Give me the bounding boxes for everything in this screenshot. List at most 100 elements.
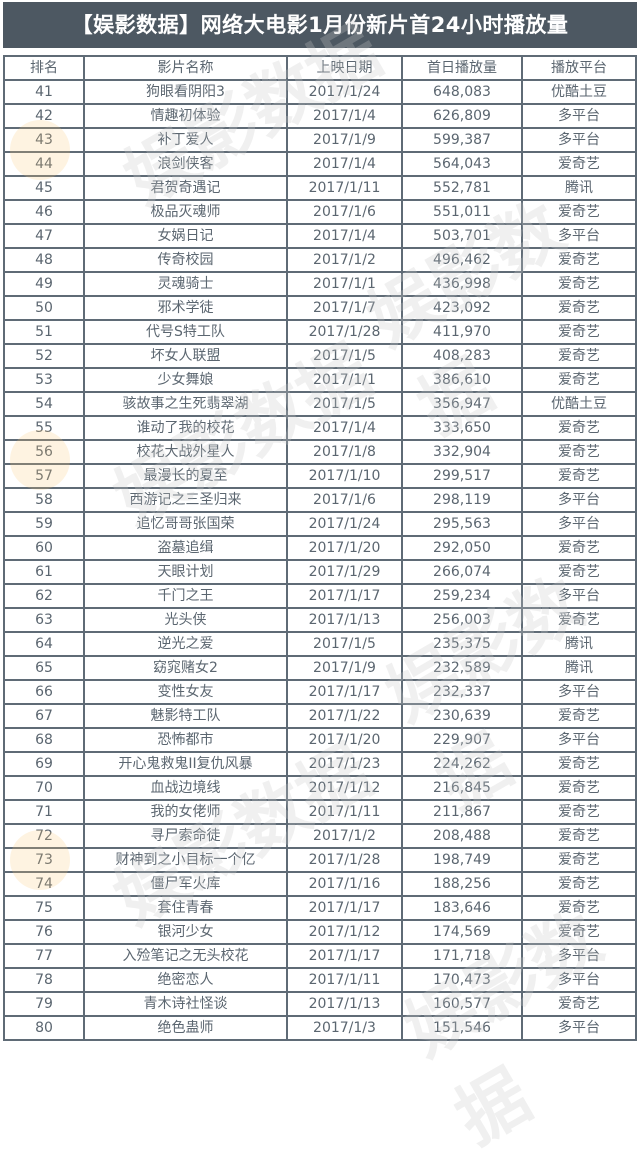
cell-platform: 爱奇艺 bbox=[521, 871, 637, 897]
cell-title: 银河少女 bbox=[83, 919, 288, 945]
cell-platform: 爱奇艺 bbox=[521, 535, 637, 561]
cell-title: 骇故事之生死翡翠湖 bbox=[83, 391, 288, 417]
cell-plays: 599,387 bbox=[401, 127, 523, 153]
header-plays: 首日播放量 bbox=[401, 55, 523, 81]
cell-plays: 411,970 bbox=[401, 319, 523, 345]
cell-platform: 爱奇艺 bbox=[521, 559, 637, 585]
cell-plays: 333,650 bbox=[401, 415, 523, 441]
cell-rank: 43 bbox=[3, 127, 85, 153]
table-row: 58 西游记之三圣归来 2017/1/6 298,119 多平台 bbox=[3, 487, 637, 513]
cell-date: 2017/1/13 bbox=[286, 607, 403, 633]
cell-plays: 256,003 bbox=[401, 607, 523, 633]
cell-date: 2017/1/1 bbox=[286, 271, 403, 297]
cell-rank: 74 bbox=[3, 871, 85, 897]
cell-title: 传奇校园 bbox=[83, 247, 288, 273]
cell-date: 2017/1/5 bbox=[286, 391, 403, 417]
cell-title: 西游记之三圣归来 bbox=[83, 487, 288, 513]
cell-platform: 爱奇艺 bbox=[521, 919, 637, 945]
cell-platform: 优酷土豆 bbox=[521, 79, 637, 105]
cell-date: 2017/1/4 bbox=[286, 415, 403, 441]
table-row: 76 银河少女 2017/1/12 174,569 爱奇艺 bbox=[3, 919, 637, 945]
table-header-row: 排名 影片名称 上映日期 首日播放量 播放平台 bbox=[3, 55, 637, 81]
cell-rank: 65 bbox=[3, 655, 85, 681]
cell-title: 魅影特工队 bbox=[83, 703, 288, 729]
table-row: 57 最漫长的夏至 2017/1/10 299,517 爱奇艺 bbox=[3, 463, 637, 489]
cell-date: 2017/1/12 bbox=[286, 919, 403, 945]
table-row: 51 代号S特工队 2017/1/28 411,970 爱奇艺 bbox=[3, 319, 637, 345]
cell-plays: 356,947 bbox=[401, 391, 523, 417]
cell-date: 2017/1/5 bbox=[286, 343, 403, 369]
cell-plays: 183,646 bbox=[401, 895, 523, 921]
cell-rank: 69 bbox=[3, 751, 85, 777]
table-row: 52 坏女人联盟 2017/1/5 408,283 爱奇艺 bbox=[3, 343, 637, 369]
cell-plays: 230,639 bbox=[401, 703, 523, 729]
table-row: 60 盗墓追缉 2017/1/20 292,050 爱奇艺 bbox=[3, 535, 637, 561]
cell-rank: 75 bbox=[3, 895, 85, 921]
cell-rank: 58 bbox=[3, 487, 85, 513]
cell-date: 2017/1/11 bbox=[286, 175, 403, 201]
cell-date: 2017/1/2 bbox=[286, 247, 403, 273]
table-row: 42 情趣初体验 2017/1/4 626,809 多平台 bbox=[3, 103, 637, 129]
cell-plays: 332,904 bbox=[401, 439, 523, 465]
cell-title: 盗墓追缉 bbox=[83, 535, 288, 561]
cell-rank: 41 bbox=[3, 79, 85, 105]
cell-platform: 优酷土豆 bbox=[521, 391, 637, 417]
cell-plays: 299,517 bbox=[401, 463, 523, 489]
ranking-table: 排名 影片名称 上映日期 首日播放量 播放平台 41 狗眼看阴阳3 2017/1/2… bbox=[3, 55, 637, 1041]
table-row: 79 青木诗社怪谈 2017/1/13 160,577 爱奇艺 bbox=[3, 991, 637, 1017]
cell-platform: 爱奇艺 bbox=[521, 751, 637, 777]
cell-platform: 多平台 bbox=[521, 583, 637, 609]
cell-date: 2017/1/5 bbox=[286, 631, 403, 657]
cell-rank: 68 bbox=[3, 727, 85, 753]
cell-platform: 爱奇艺 bbox=[521, 463, 637, 489]
cell-platform: 腾讯 bbox=[521, 631, 637, 657]
page-title: 【娱影数据】网络大电影1月份新片首24小时播放量 bbox=[3, 2, 637, 48]
cell-platform: 爱奇艺 bbox=[521, 703, 637, 729]
cell-rank: 47 bbox=[3, 223, 85, 249]
cell-platform: 多平台 bbox=[521, 727, 637, 753]
cell-date: 2017/1/4 bbox=[286, 223, 403, 249]
cell-platform: 爱奇艺 bbox=[521, 271, 637, 297]
cell-title: 千门之王 bbox=[83, 583, 288, 609]
cell-rank: 53 bbox=[3, 367, 85, 393]
cell-platform: 多平台 bbox=[521, 679, 637, 705]
cell-date: 2017/1/17 bbox=[286, 943, 403, 969]
cell-platform: 多平台 bbox=[521, 103, 637, 129]
cell-title: 财神到之小目标一个亿 bbox=[83, 847, 288, 873]
cell-title: 变性女友 bbox=[83, 679, 288, 705]
cell-platform: 多平台 bbox=[521, 127, 637, 153]
cell-title: 邪术学徒 bbox=[83, 295, 288, 321]
cell-platform: 爱奇艺 bbox=[521, 151, 637, 177]
cell-date: 2017/1/4 bbox=[286, 103, 403, 129]
cell-plays: 295,563 bbox=[401, 511, 523, 537]
cell-plays: 232,589 bbox=[401, 655, 523, 681]
table-row: 44 浪剑侠客 2017/1/4 564,043 爱奇艺 bbox=[3, 151, 637, 177]
cell-title: 代号S特工队 bbox=[83, 319, 288, 345]
cell-platform: 爱奇艺 bbox=[521, 343, 637, 369]
table-row: 68 恐怖都市 2017/1/20 229,907 多平台 bbox=[3, 727, 637, 753]
cell-plays: 552,781 bbox=[401, 175, 523, 201]
table-row: 69 开心鬼救鬼II复仇风暴 2017/1/23 224,262 爱奇艺 bbox=[3, 751, 637, 777]
cell-title: 僵尸军火库 bbox=[83, 871, 288, 897]
cell-platform: 多平台 bbox=[521, 967, 637, 993]
cell-date: 2017/1/28 bbox=[286, 319, 403, 345]
table-row: 54 骇故事之生死翡翠湖 2017/1/5 356,947 优酷土豆 bbox=[3, 391, 637, 417]
cell-date: 2017/1/24 bbox=[286, 511, 403, 537]
cell-platform: 爱奇艺 bbox=[521, 991, 637, 1017]
table-row: 80 绝色蛊师 2017/1/3 151,546 多平台 bbox=[3, 1015, 637, 1041]
cell-plays: 259,234 bbox=[401, 583, 523, 609]
cell-rank: 70 bbox=[3, 775, 85, 801]
table-row: 67 魅影特工队 2017/1/22 230,639 爱奇艺 bbox=[3, 703, 637, 729]
cell-platform: 爱奇艺 bbox=[521, 775, 637, 801]
table-row: 75 套住青春 2017/1/17 183,646 爱奇艺 bbox=[3, 895, 637, 921]
table-row: 74 僵尸军火库 2017/1/16 188,256 爱奇艺 bbox=[3, 871, 637, 897]
cell-date: 2017/1/10 bbox=[286, 463, 403, 489]
table-row: 46 极品灭魂师 2017/1/6 551,011 爱奇艺 bbox=[3, 199, 637, 225]
table-row: 66 变性女友 2017/1/17 232,337 多平台 bbox=[3, 679, 637, 705]
table-row: 65 窈窕赌女2 2017/1/9 232,589 腾讯 bbox=[3, 655, 637, 681]
cell-plays: 170,473 bbox=[401, 967, 523, 993]
table-row: 72 寻尸索命徒 2017/1/2 208,488 爱奇艺 bbox=[3, 823, 637, 849]
cell-plays: 436,998 bbox=[401, 271, 523, 297]
cell-date: 2017/1/11 bbox=[286, 967, 403, 993]
table-row: 56 校花大战外星人 2017/1/8 332,904 爱奇艺 bbox=[3, 439, 637, 465]
